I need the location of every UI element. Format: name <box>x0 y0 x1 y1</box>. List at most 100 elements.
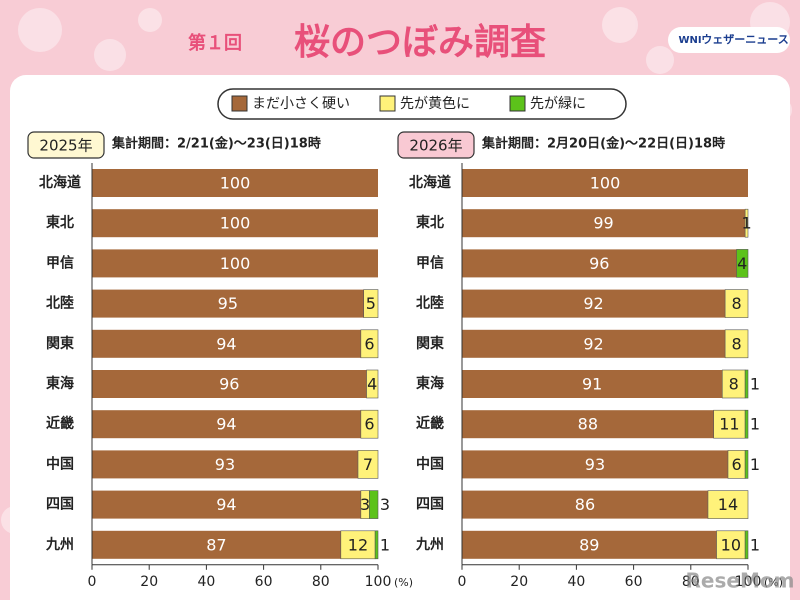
bar-segment <box>744 530 749 560</box>
bar-segment <box>462 370 723 398</box>
data-label: 100 <box>220 214 251 233</box>
category-label: 九州 <box>45 537 74 553</box>
data-label: 96 <box>589 254 609 273</box>
x-tick-label: 80 <box>312 574 330 590</box>
data-label: 8 <box>731 334 741 353</box>
bar-segment <box>92 289 364 318</box>
category-label: 甲信 <box>46 254 74 271</box>
category-label: 東海 <box>46 375 74 392</box>
bar-segment <box>462 209 746 238</box>
bar-segment <box>92 249 378 278</box>
bar-segment <box>744 450 749 479</box>
brand-logo: WNI <box>678 35 701 46</box>
data-label: 95 <box>218 294 238 313</box>
category-label: 四国 <box>46 497 74 513</box>
category-label: 中国 <box>46 455 74 472</box>
period-label-box <box>397 131 475 159</box>
x-tick-label: 80 <box>682 574 700 590</box>
legend-swatch <box>379 95 396 112</box>
category-label: 近畿 <box>416 415 444 432</box>
watermark: ReseMom <box>686 569 795 593</box>
data-label: 96 <box>219 375 239 394</box>
bar-segment <box>462 329 726 358</box>
data-label: 1 <box>750 535 760 554</box>
bar-segment <box>92 410 361 439</box>
bar-segment <box>92 169 378 197</box>
bar-segment <box>374 530 379 560</box>
page-title: 桜のつぼみ調査 <box>294 22 546 63</box>
data-label: 1 <box>750 455 760 474</box>
legend-swatch <box>509 95 526 112</box>
data-label: 91 <box>582 375 602 394</box>
data-label: 8 <box>731 294 741 313</box>
data-label: 89 <box>579 535 599 554</box>
bar-segment <box>736 249 749 278</box>
period-label: 2025年 <box>39 137 92 155</box>
bar-segment <box>462 410 714 439</box>
bar-segment <box>707 490 749 519</box>
legend: まだ小さく硬い 先が黄色に 先が緑に <box>231 95 586 112</box>
bar-segment <box>744 208 749 238</box>
data-label: 94 <box>216 495 236 514</box>
x-tick-label: 40 <box>567 574 585 590</box>
data-label: 86 <box>575 495 595 514</box>
data-label: 1 <box>750 415 760 434</box>
bar-segment <box>724 329 749 359</box>
legend-label: 先が緑に <box>530 96 586 112</box>
category-label: 九州 <box>415 537 444 553</box>
period-label: 2026年 <box>409 137 462 155</box>
x-unit: (%) <box>394 576 413 589</box>
data-label: 10 <box>721 535 741 554</box>
x-tick-label: 0 <box>458 574 467 590</box>
data-label: 92 <box>583 334 603 353</box>
data-label: 6 <box>731 455 741 474</box>
chart-subtitle: 集計期間：2/21(金)～23(日)18時 <box>111 136 321 152</box>
bar-segment <box>92 370 367 398</box>
bar-segment <box>360 409 379 439</box>
category-label: 北海道 <box>39 174 81 191</box>
data-label: 3 <box>360 495 370 514</box>
category-label: 東海 <box>416 375 444 392</box>
data-label: 11 <box>719 415 739 434</box>
data-label: 94 <box>216 415 236 434</box>
data-label: 1 <box>750 375 760 394</box>
x-tick-label: 0 <box>88 574 97 590</box>
bar-segment <box>92 530 341 559</box>
x-tick-label: 100 <box>735 574 762 590</box>
brand: ウェザーニュース <box>701 33 788 46</box>
category-label: 北海道 <box>409 174 451 191</box>
bar-segment <box>462 169 748 197</box>
bar-segment <box>744 369 749 399</box>
badge: 第１回 <box>188 32 242 54</box>
category-label: 近畿 <box>46 415 74 432</box>
bar-segment <box>92 209 378 238</box>
bar-segment <box>716 530 746 560</box>
category-label: 北陸 <box>416 295 444 312</box>
data-label: 93 <box>215 455 235 474</box>
data-label: 6 <box>364 415 374 434</box>
data-label: 87 <box>206 535 226 554</box>
x-tick-label: 40 <box>197 574 215 590</box>
category-label: 関東 <box>416 335 444 352</box>
bar-segment <box>462 289 726 318</box>
category-label: 東北 <box>46 214 74 231</box>
data-label: 8 <box>729 375 739 394</box>
data-label: 1 <box>380 535 390 554</box>
category-label: 東北 <box>416 214 444 231</box>
bar-segment <box>369 490 379 519</box>
bar-segment <box>462 530 717 559</box>
data-label: 100 <box>220 254 251 273</box>
data-label: 7 <box>363 455 373 474</box>
bar-segment <box>462 249 737 278</box>
bar-segment <box>366 369 379 399</box>
x-tick-label: 60 <box>625 574 643 590</box>
category-label: 中国 <box>416 455 444 472</box>
legend-label: まだ小さく硬い <box>252 96 350 112</box>
period-label-box <box>27 131 105 159</box>
bar-segment <box>462 490 708 519</box>
x-tick-label: 60 <box>255 574 273 590</box>
data-label: 4 <box>367 375 377 394</box>
data-label: 88 <box>578 415 598 434</box>
